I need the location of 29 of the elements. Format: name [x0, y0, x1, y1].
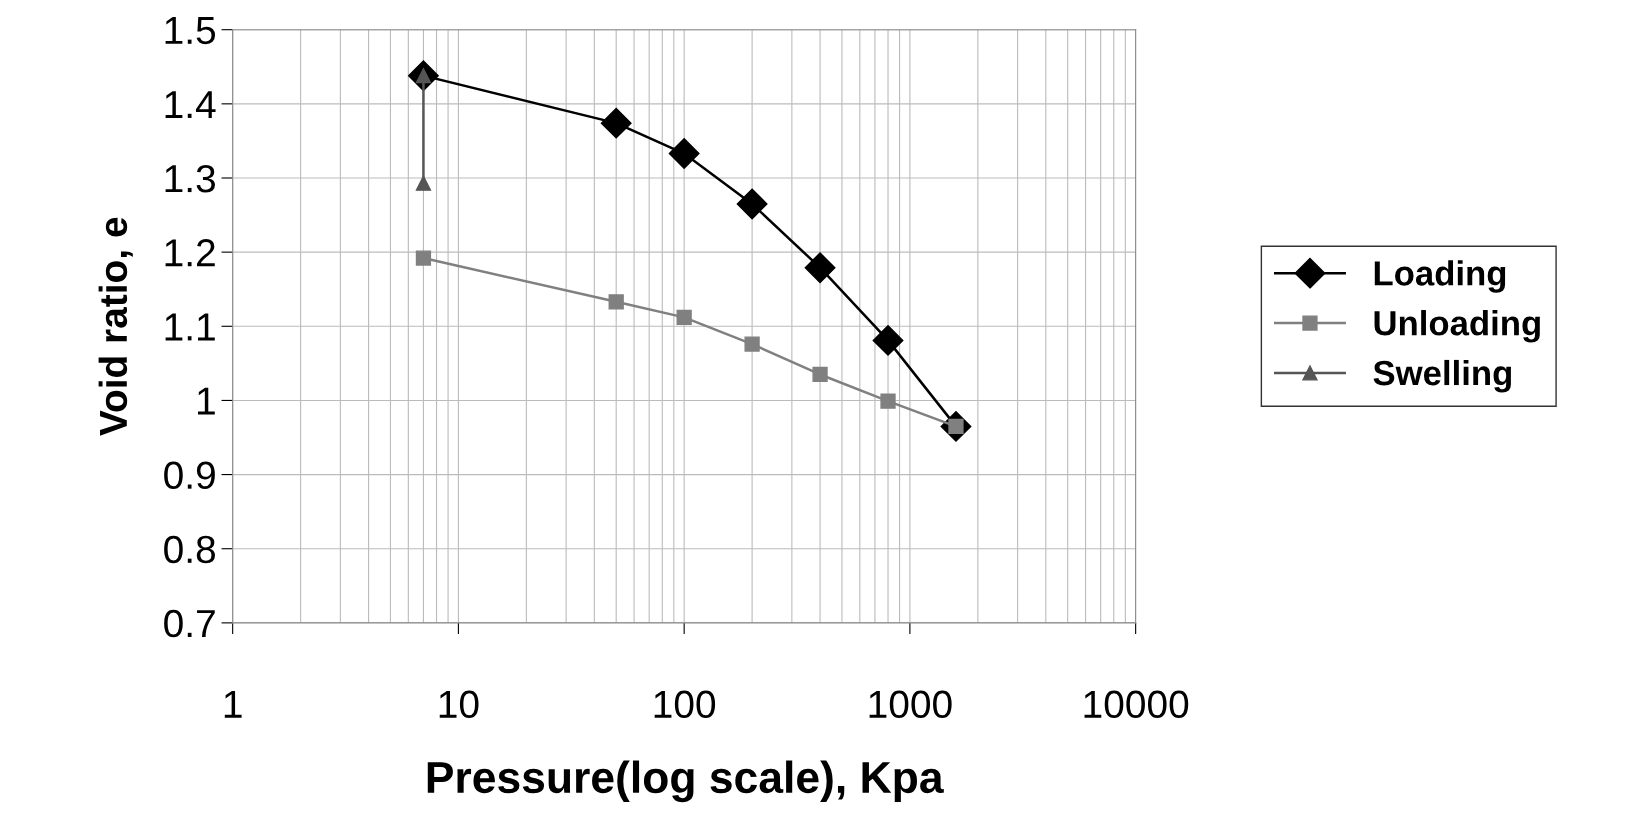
- legend-label: Loading: [1374, 260, 1506, 293]
- x-tick-label: 100: [654, 690, 716, 719]
- y-tick-label: 1.1: [165, 313, 215, 341]
- legend-label: Unloading: [1374, 310, 1540, 343]
- point: [872, 324, 904, 356]
- point: [608, 294, 624, 310]
- point: [880, 393, 896, 409]
- x-tick-label: 1000: [869, 690, 952, 719]
- x-tick-label: 1: [224, 690, 242, 718]
- x-tick-label: 10: [439, 690, 479, 719]
- point: [804, 252, 836, 284]
- x-tick-label: 10000: [1084, 690, 1189, 719]
- y-tick-label: 0.8: [164, 535, 215, 564]
- point: [600, 107, 632, 139]
- point: [676, 309, 692, 326]
- y-tick-label: 0.7: [164, 609, 215, 638]
- x-axis-title: Pressure(log scale), Kpa: [427, 760, 944, 803]
- point: [668, 138, 700, 169]
- y-tick-label: 0.9: [164, 461, 215, 490]
- y-tick-label: 1.2: [165, 239, 215, 267]
- y-tick-label: 1.4: [165, 91, 216, 118]
- y-tick-label: 1: [198, 387, 215, 415]
- point: [736, 188, 768, 220]
- legend-label: Swelling: [1373, 359, 1511, 393]
- y-axis-title: Void ratio, e: [98, 217, 133, 436]
- y-tick-label: 1.3: [165, 164, 215, 193]
- point: [744, 336, 760, 352]
- y-tick-label: 1.5: [165, 17, 216, 45]
- point: [812, 366, 828, 383]
